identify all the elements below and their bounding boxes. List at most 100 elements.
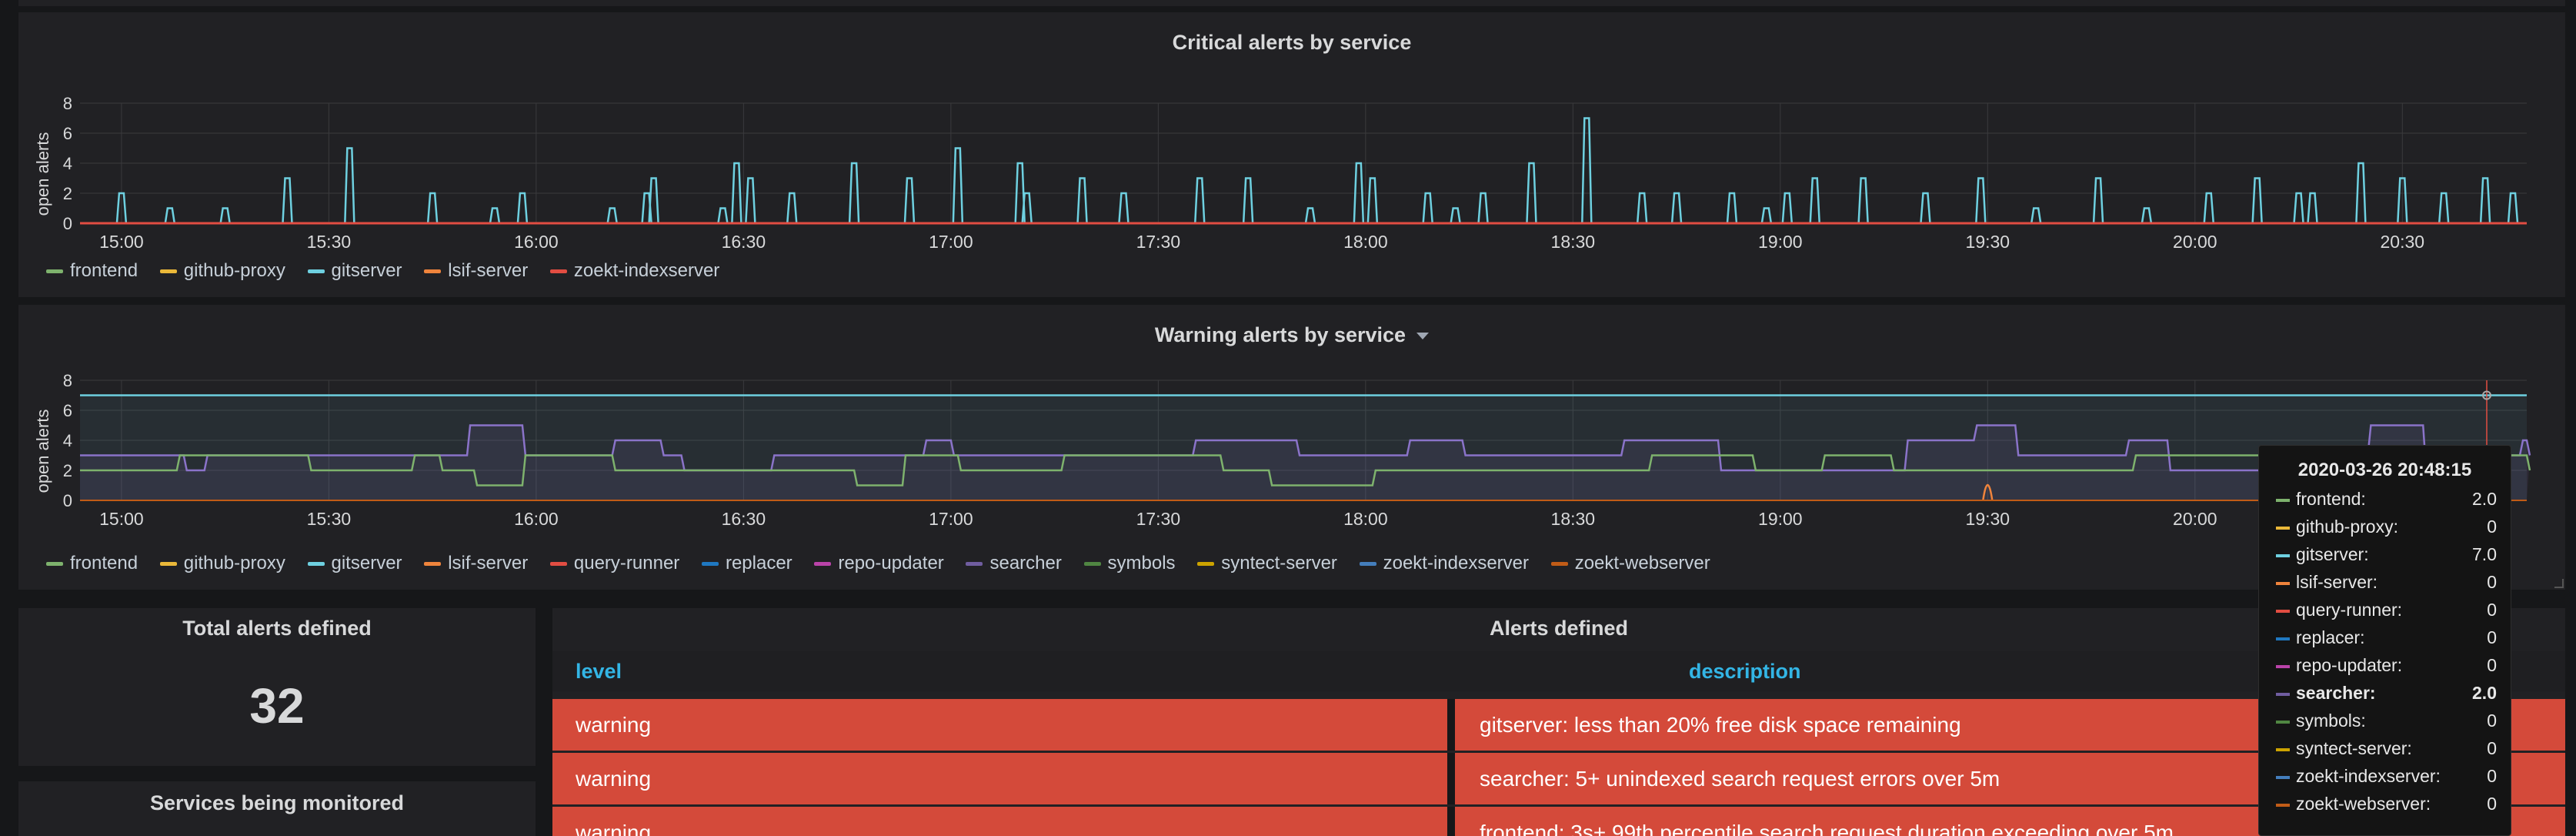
cell-divider [1447,753,1455,804]
x-tick-label: 17:00 [929,232,973,252]
legend-item[interactable]: lsif-server [424,260,528,282]
column-header-description[interactable]: description [1689,660,1801,683]
gitserver-spike [1477,192,1489,224]
tooltip-row: github-proxy: 0 [2276,517,2497,540]
tooltip-row: gitserver: 7.0 [2276,544,2497,567]
gitserver-spike [1194,177,1206,224]
gitserver-spike [1726,192,1738,224]
x-tick-label: 18:30 [1551,509,1596,529]
gitserver-spike [426,192,439,224]
x-tick-label: 19:00 [1758,232,1803,252]
legend-item[interactable]: zoekt-indexserver [549,260,719,282]
top-panel-edge [18,0,2565,6]
gitserver-spike [1670,192,1683,224]
x-tick-label: 16:30 [722,509,766,529]
critical-alerts-chart[interactable]: 8 6 4 2 0 15:00 15:30 16:00 16:30 17:00 17:30 18:00… [18,51,2565,282]
tooltip-row: query-runner: 0 [2276,600,2497,623]
x-tick-label: 18:00 [1343,509,1388,529]
legend-item[interactable]: frontend [46,260,138,282]
legend-item[interactable]: syntect-server [1197,553,1337,574]
y-tick-label: 4 [63,431,72,450]
panel-title[interactable]: Total alerts defined [182,617,372,640]
gitserver-spike [2438,192,2450,224]
warning-legend: frontend github-proxy gitserver lsif-ser… [46,553,1727,574]
table-header: level description [552,651,2565,691]
legend-item[interactable]: searcher [966,553,1062,574]
gitserver-spike [489,207,501,224]
legend-item[interactable]: frontend [46,553,138,574]
tooltip-row: repo-updater: 0 [2276,655,2497,678]
searcher-area [80,425,2530,500]
gitserver-spike [2307,192,2318,224]
gitserver-spike [1366,177,1379,224]
gitserver-spike [1118,192,1130,224]
x-tick-label: 19:00 [1758,509,1803,529]
gitserver-spike [1781,192,1794,224]
legend-item[interactable]: query-runner [549,553,679,574]
x-tick-label: 19:30 [1966,509,2010,529]
x-tick-label: 16:00 [514,509,559,529]
panel-title[interactable]: Warning alerts by service [18,323,2565,347]
legend-item[interactable]: lsif-server [424,553,528,574]
warning-alerts-chart[interactable]: 8 6 4 2 0 15:00 15:30 16:00 16:30 17:00 17:30 18:00… [18,343,2565,567]
panel-resize-handle[interactable] [2554,579,2564,588]
legend-item[interactable]: zoekt-indexserver [1359,553,1529,574]
table-row[interactable]: warning searcher: 5+ unindexed search re… [552,753,2565,804]
legend-item[interactable]: repo-updater [814,553,944,574]
x-tick-label: 16:00 [514,232,559,252]
y-tick-label: 0 [63,491,72,510]
tooltip-row: symbols: 0 [2276,711,2497,734]
tooltip-row: searcher: 2.0 [2276,683,2497,706]
tooltip-row: lsif-server: 0 [2276,572,2497,595]
panel-title[interactable]: Critical alerts by service [1172,31,1412,54]
gitserver-spike [2141,207,2153,224]
gitserver-spike [516,192,529,224]
legend-item[interactable]: github-proxy [159,553,285,574]
tooltip-row: syntect-server: 0 [2276,738,2497,761]
gitserver-spike [1581,117,1593,224]
gitserver-spike [1920,192,1931,224]
gitserver-spike [1304,207,1316,224]
gitserver-spike [1809,177,1820,224]
tooltip-timestamp: 2020-03-26 20:48:15 [2297,460,2472,480]
legend-item[interactable]: github-proxy [159,260,285,282]
x-tick-label: 15:00 [99,509,144,529]
gitserver-spike [745,177,756,224]
cell-description: searcher: 5+ unindexed search request er… [1480,767,2000,791]
cell-description: gitserver: less than 20% free disk space… [1480,713,1961,737]
critical-alerts-panel: Critical alerts by service 8 6 4 2 0 15:00 15:… [18,12,2565,297]
gitserver-spike [2030,207,2042,224]
cell-level: warning [576,713,652,737]
table-row[interactable]: warning gitserver: less than 20% free di… [552,699,2565,751]
chevron-down-icon[interactable] [1416,333,1430,340]
legend-item[interactable]: zoekt-webserver [1550,553,1710,574]
tooltip-row: frontend: 2.0 [2276,489,2497,512]
panel-title[interactable]: Alerts defined [1489,617,1629,640]
gitserver-spike [2092,177,2104,224]
legend-item[interactable]: gitserver [307,553,402,574]
gitserver-spike [2355,162,2367,224]
gitserver-spike [1076,177,1088,224]
gitserver-spike [2507,192,2519,224]
column-header-level[interactable]: level [576,660,622,683]
gitserver-spike [115,192,128,224]
x-tick-label: 20:00 [2173,509,2217,529]
total-alerts-panel: Total alerts defined 32 [18,608,536,766]
legend-item[interactable]: symbols [1083,553,1176,574]
gitserver-spike [164,207,176,224]
gitserver-spike [1450,207,1461,224]
panel-title[interactable]: Services being monitored [149,791,405,814]
cell-divider [1447,807,1455,836]
table-row[interactable]: warning frontend: 3s+ 99th percentile se… [552,807,2565,836]
y-tick-label: 2 [63,184,72,203]
legend-item[interactable]: replacer [701,553,792,574]
critical-legend: frontend github-proxy gitserver lsif-ser… [46,260,736,282]
x-tick-label: 15:30 [307,232,352,252]
gitserver-spike [2397,177,2408,224]
legend-item[interactable]: gitserver [307,260,402,282]
x-tick-label: 15:30 [307,509,352,529]
gitserver-spike [731,162,742,224]
gitserver-spike [1636,192,1648,224]
gitserver-spike [903,177,916,224]
x-tick-label: 17:00 [929,509,973,529]
